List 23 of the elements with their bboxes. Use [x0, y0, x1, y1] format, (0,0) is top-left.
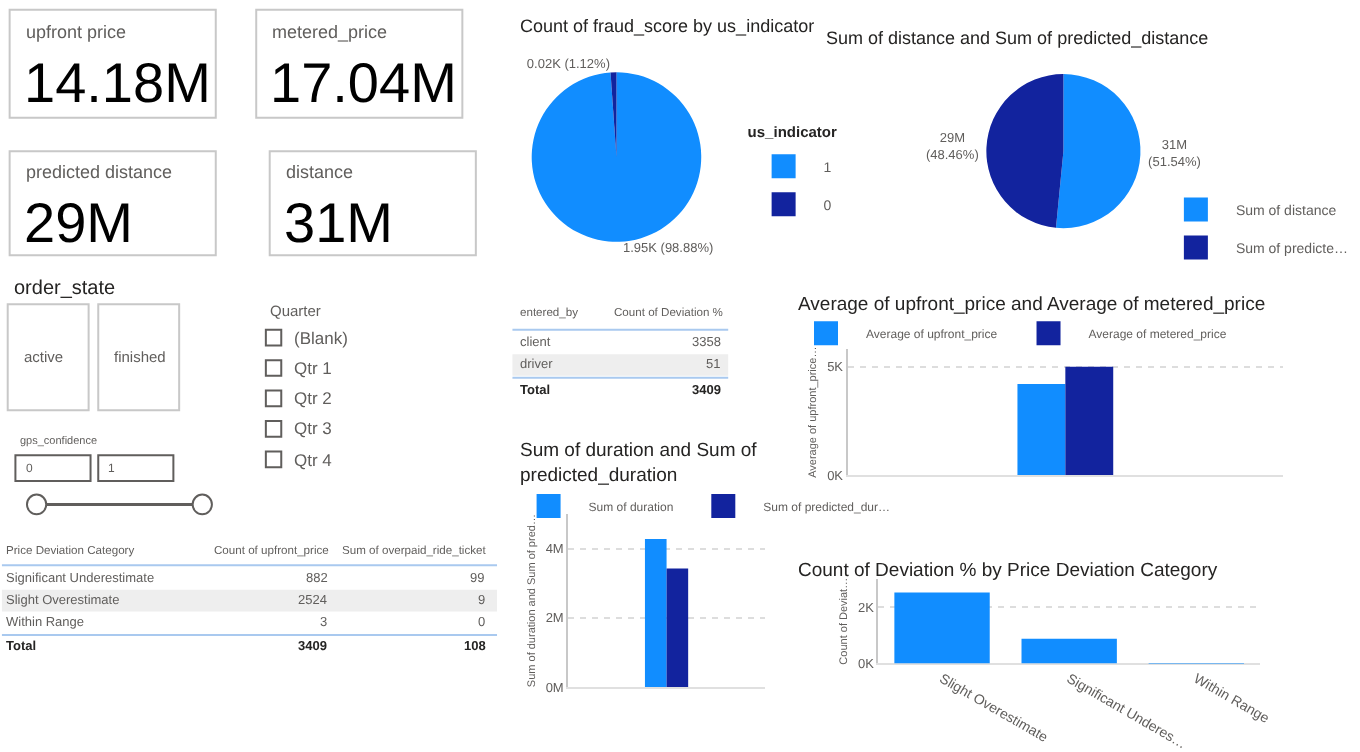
bar [894, 592, 990, 664]
text: (Blank) [294, 328, 349, 348]
chart-title: Count of fraud_score by us_indicator [520, 16, 815, 36]
text: predicted distance [26, 162, 173, 182]
pie-slice [1055, 74, 1141, 229]
chart-title: Average of upfront_price and Average of metered_price [798, 294, 1266, 316]
text: 17.04M [270, 52, 457, 114]
text: 29M [24, 192, 133, 254]
text: 14.18M [24, 52, 211, 114]
text: metered_price [272, 22, 388, 42]
chart-title: Sum of distance and Sum of predicted_distance [826, 28, 1209, 48]
text: Qtr 2 [294, 388, 333, 408]
text: order_state [14, 278, 117, 300]
text: distance [286, 162, 354, 182]
pie-slice [531, 72, 702, 242]
text: Qtr 1 [294, 358, 333, 378]
chart-title: Sum of duration and Sum of predicted_duration [520, 440, 758, 487]
text: upfront price [26, 22, 127, 42]
text: 31M [284, 192, 393, 254]
pie-slice [986, 74, 1064, 228]
text: Qtr 4 [294, 450, 333, 470]
bar [1021, 638, 1117, 664]
text: Qtr 3 [294, 418, 333, 438]
